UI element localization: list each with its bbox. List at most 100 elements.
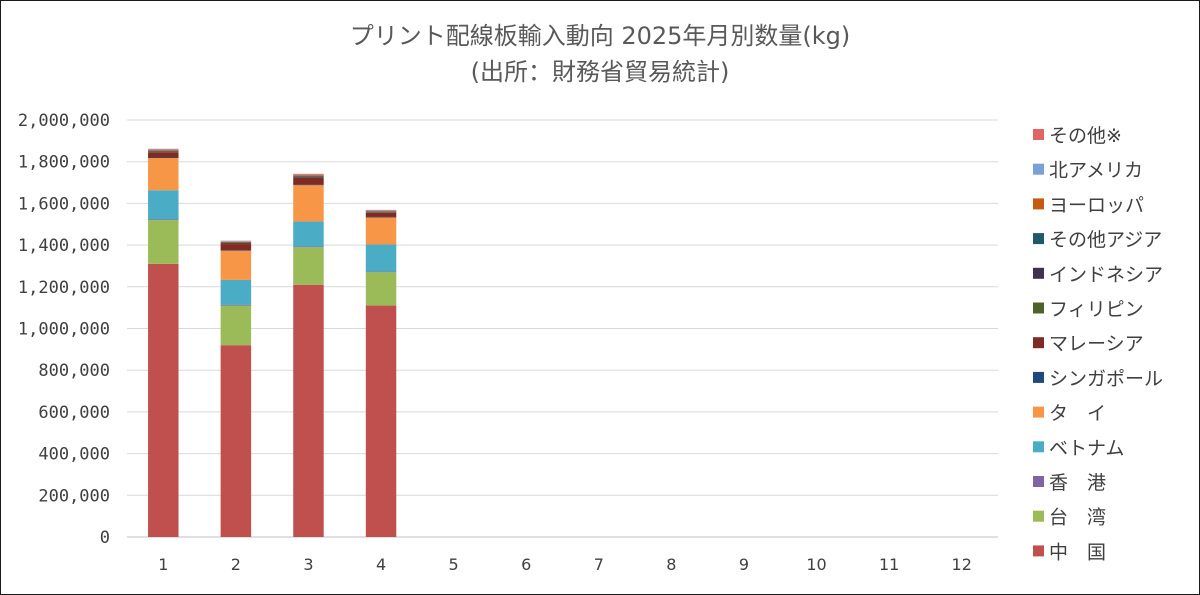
legend-label: フィリピン	[1049, 299, 1144, 321]
bar-segment	[365, 212, 397, 213]
bar-segment	[220, 242, 252, 244]
legend-swatch	[1033, 545, 1044, 557]
bar-segment	[148, 150, 179, 151]
bar-segment	[293, 185, 324, 222]
bar-segment	[220, 240, 252, 242]
bar-segment	[148, 149, 179, 151]
legend-label: タ イ	[1049, 403, 1106, 425]
legend-swatch	[1033, 129, 1044, 140]
legend-label: 台 湾	[1049, 507, 1106, 529]
bar-segment	[148, 151, 179, 153]
legend-label: その他アジア	[1049, 229, 1162, 251]
bar-segment	[365, 272, 397, 306]
bar-segment	[365, 210, 397, 211]
legend-swatch	[1033, 441, 1044, 453]
legend-label: マレーシア	[1049, 333, 1144, 355]
bar-segment	[293, 176, 324, 178]
x-tick-label: 4	[376, 555, 386, 574]
bar-segment	[220, 243, 252, 245]
bar-segment	[220, 250, 252, 251]
bar-segment	[293, 174, 324, 176]
bar-segment	[365, 212, 397, 217]
bar-segment	[293, 176, 324, 177]
bar-segment	[365, 211, 397, 213]
x-tick-label: 7	[594, 555, 604, 574]
bar-segment	[365, 244, 397, 272]
bar-segment	[293, 284, 324, 537]
bar-segment	[148, 152, 179, 158]
y-tick-label: 1,400,000	[18, 236, 110, 256]
legend-swatch	[1033, 233, 1044, 245]
bar-segment	[293, 246, 324, 248]
x-tick-label: 5	[449, 555, 459, 574]
legend-label: 北アメリカ	[1049, 160, 1143, 182]
legend-swatch	[1033, 198, 1044, 210]
x-tick-label: 10	[806, 555, 826, 574]
bar-segment	[220, 304, 252, 306]
x-tick-label: 3	[303, 555, 313, 574]
bar-segment	[293, 184, 324, 186]
x-tick-label: 8	[666, 555, 676, 574]
x-tick-label: 11	[879, 555, 899, 574]
bar-segment	[293, 247, 324, 285]
x-tick-label: 2	[231, 555, 241, 574]
bar-segment	[148, 263, 179, 537]
legend-swatch	[1033, 371, 1044, 383]
x-tick-label: 1	[158, 555, 168, 574]
bar-segment	[220, 241, 252, 243]
bar-segment	[365, 271, 397, 273]
y-tick-label: 1,200,000	[18, 278, 110, 298]
bar-segment	[220, 244, 252, 251]
chart-title: プリント配線板輸入動向 2025年月別数量(kg)	[350, 22, 851, 50]
x-tick-label: 6	[521, 555, 531, 574]
bar-segment	[220, 345, 252, 537]
legend-label: その他※	[1049, 125, 1122, 147]
bar-segment	[220, 305, 252, 346]
bar-segment	[293, 175, 324, 176]
bar-segment	[220, 279, 252, 305]
bar-segment	[148, 151, 179, 152]
bar-segment	[293, 175, 324, 177]
bar-segment	[148, 148, 179, 150]
bar-segment	[148, 190, 179, 220]
bar-segment	[148, 220, 179, 264]
legend-label: インドネシア	[1049, 264, 1163, 286]
bars	[148, 148, 397, 537]
chart-subtitle: (出所：財務省貿易統計)	[471, 58, 730, 86]
legend-label: シンガポール	[1049, 368, 1163, 390]
legend-swatch	[1033, 406, 1044, 418]
x-axis-ticks: 1 2 3 4 5 6 7 8 9 10 11 12	[158, 555, 972, 574]
bar-segment	[365, 209, 397, 211]
y-axis-ticks: 0 200,000 400,000 600,000 800,000 1,000,000 1,…	[18, 111, 110, 548]
y-tick-label: 1,800,000	[18, 153, 110, 173]
bar-segment	[148, 157, 179, 191]
bar-segment	[293, 221, 324, 247]
x-tick-label: 12	[952, 555, 972, 574]
y-tick-label: 1,000,000	[18, 320, 110, 340]
legend: その他※ 北アメリカヨーロッパその他アジアインドネシアフィリピンマレーシアシンガポ…	[1033, 125, 1163, 563]
y-tick-label: 400,000	[38, 445, 110, 465]
legend-swatch	[1033, 510, 1044, 522]
bar-segment	[365, 216, 397, 218]
legend-label: 中 国	[1049, 541, 1106, 563]
bar-segment	[220, 241, 252, 242]
bar-segment	[293, 173, 324, 175]
bar-segment	[220, 243, 252, 244]
legend-swatch	[1033, 267, 1044, 279]
bar-segment	[148, 157, 179, 159]
bar-segment	[365, 217, 397, 245]
y-tick-label: 2,000,000	[18, 111, 110, 131]
bar-segment	[293, 177, 324, 185]
bar-segment	[220, 250, 252, 280]
legend-swatch	[1033, 302, 1044, 314]
y-tick-label: 200,000	[38, 486, 110, 506]
legend-label: ベトナム	[1049, 437, 1124, 459]
bar-segment	[365, 305, 397, 537]
y-tick-label: 0	[100, 528, 110, 548]
y-tick-label: 600,000	[38, 403, 110, 423]
legend-swatch	[1033, 476, 1044, 487]
legend-label: ヨーロッパ	[1049, 194, 1144, 216]
gridlines	[127, 119, 998, 538]
y-tick-label: 800,000	[38, 361, 110, 381]
